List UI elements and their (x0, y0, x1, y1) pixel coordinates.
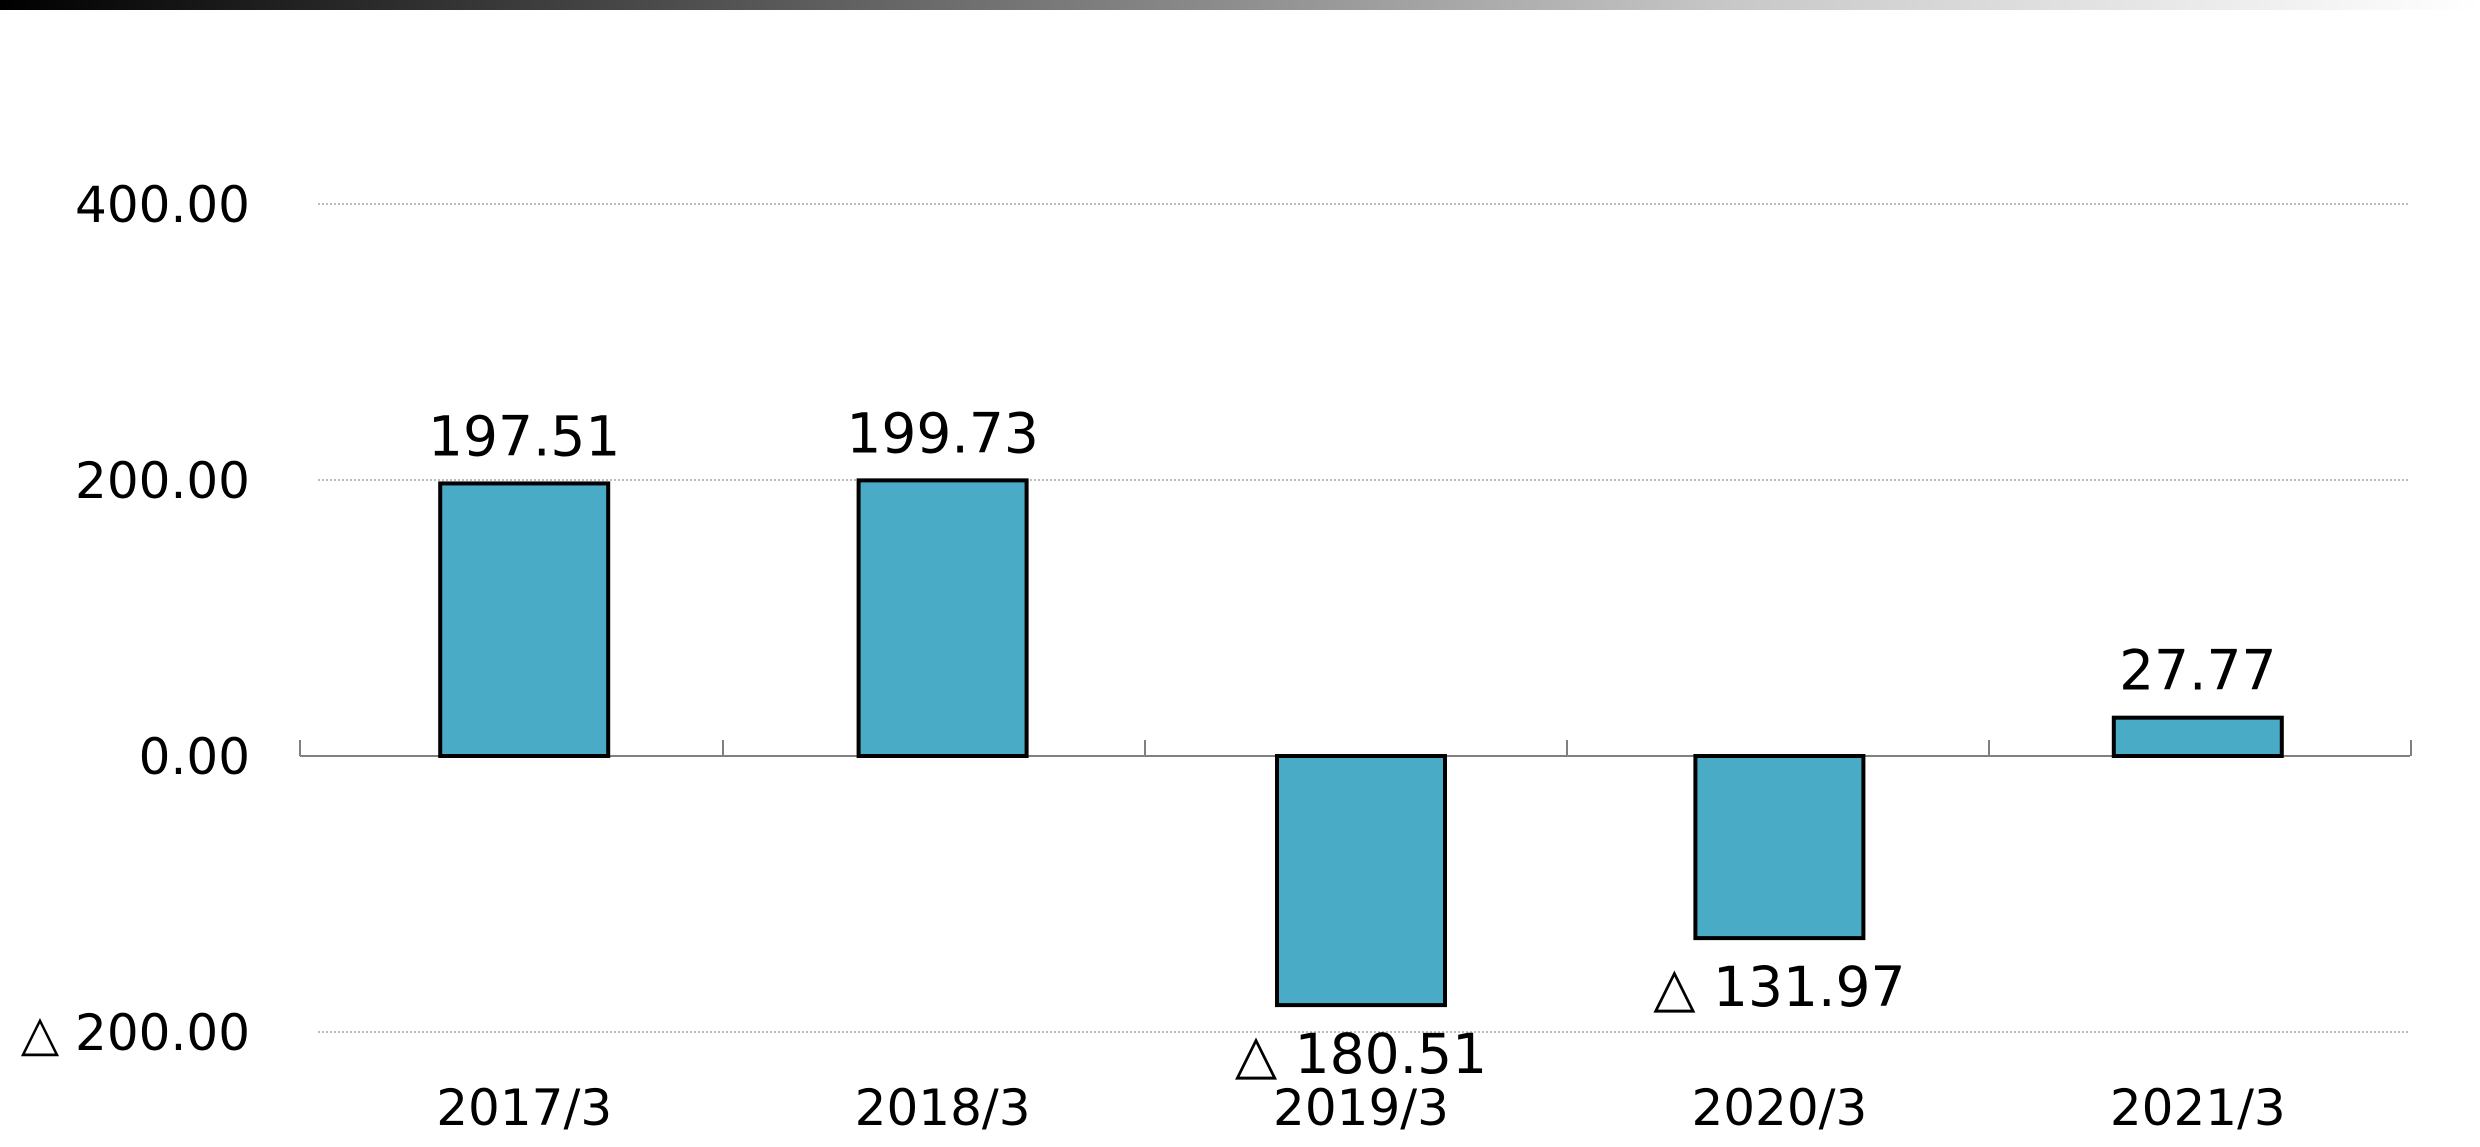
data-label: 197.51 (428, 404, 620, 468)
bar (1693, 754, 1866, 941)
bar (438, 481, 611, 758)
data-label: 27.77 (2119, 639, 2276, 703)
data-label: △ 131.97 (1653, 955, 1905, 1019)
data-label: △ 180.51 (1235, 1022, 1487, 1086)
x-tick-label: 2017/3 (436, 1079, 612, 1137)
bar (1275, 754, 1447, 1008)
header-gradient-bar (0, 0, 2480, 10)
x-tick-label: 2019/3 (1273, 1079, 1449, 1137)
x-tick-label: 2021/3 (2110, 1079, 2286, 1137)
y-axis-tick-labels: 400.00 200.00 0.00 △ 200.00 (21, 176, 250, 1062)
y-tick-label: 400.00 (75, 176, 250, 234)
data-label: 199.73 (846, 401, 1038, 465)
bars (438, 478, 2284, 1008)
y-tick-label: △ 200.00 (21, 1004, 250, 1062)
x-axis-tick-labels: 2017/3 2018/3 2019/3 2020/3 2021/3 (436, 1079, 2286, 1137)
y-tick-label: 0.00 (139, 728, 250, 786)
data-labels: 197.51 199.73 △ 180.51 △ 131.97 27.77 (428, 401, 2277, 1086)
bar (2111, 715, 2284, 759)
bar (856, 478, 1029, 758)
y-tick-label: 200.00 (75, 452, 250, 510)
grid-lines (318, 203, 2410, 1033)
x-tick-label: 2018/3 (855, 1079, 1031, 1137)
x-tick-label: 2020/3 (1691, 1079, 1867, 1137)
axes (299, 740, 2412, 757)
